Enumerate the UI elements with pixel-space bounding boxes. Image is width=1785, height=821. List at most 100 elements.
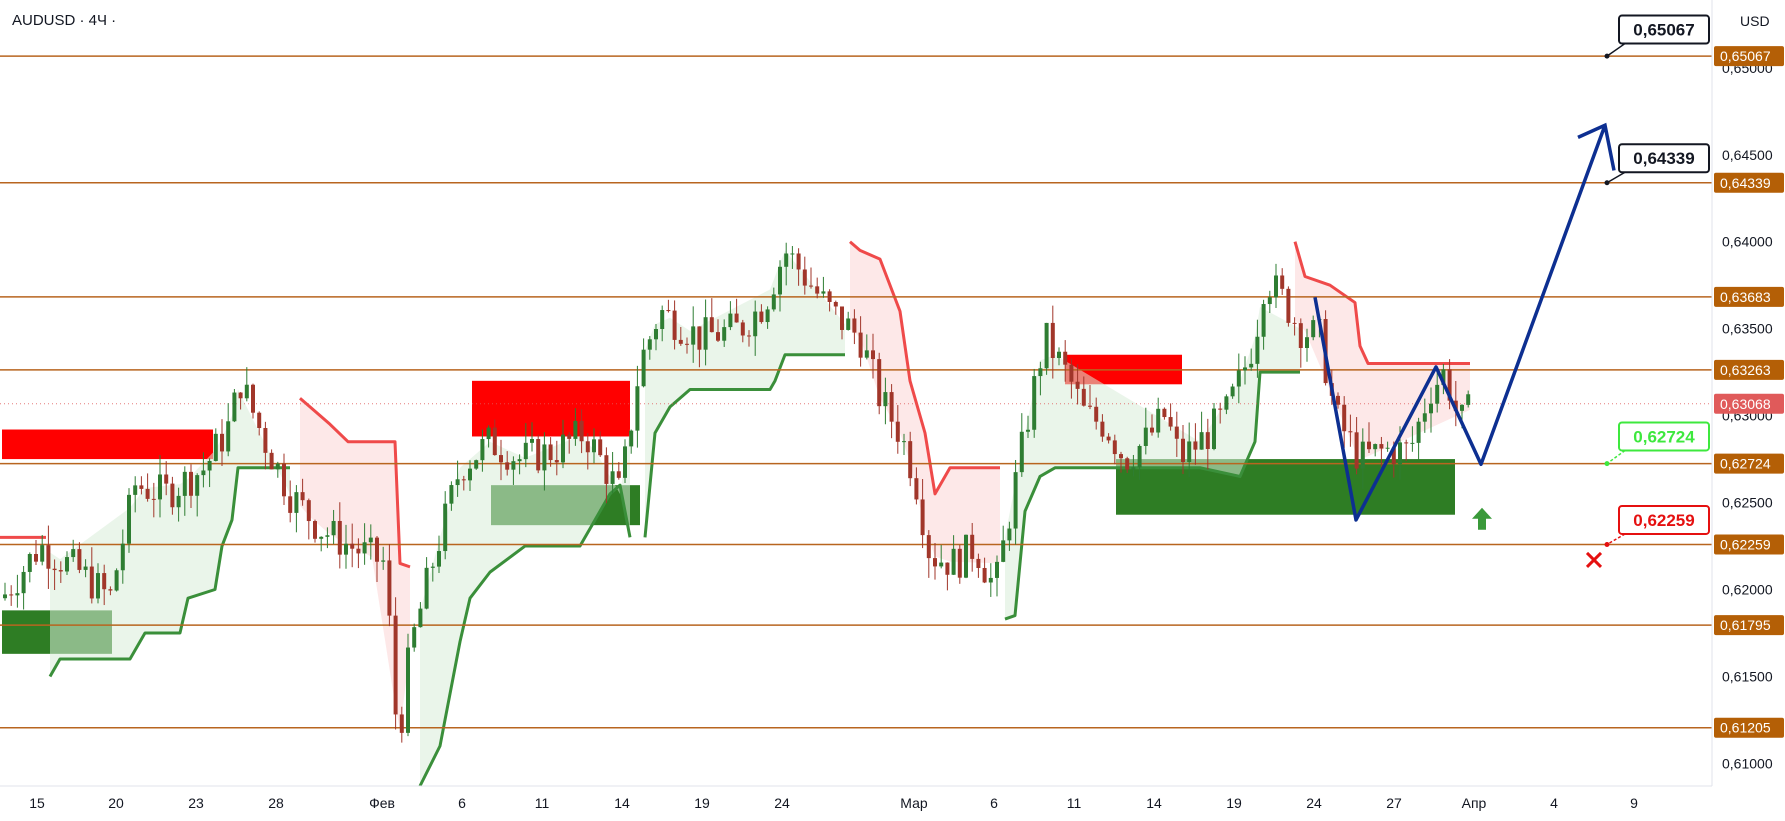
candle-body [840,306,844,330]
candle-body [784,253,789,267]
candle-body [1100,421,1105,437]
candle-body [406,647,410,733]
candle-body [1249,363,1254,368]
supertrend-down-line [849,240,1000,496]
x-tick-label: 11 [1067,795,1082,811]
level-price-tag [1714,46,1784,67]
candle-body [164,474,169,484]
candle-body [517,459,522,462]
level-price-tag-label: 0,62724 [1720,456,1771,472]
candle-body [697,326,702,350]
candle-body [1466,394,1471,405]
candle-body [982,567,987,583]
candle-body [27,554,32,572]
candle-body [871,350,875,360]
candle-body [951,548,956,575]
candle-body [1261,304,1266,337]
time-axis[interactable]: 15 20 23 28 Фев 6 11 14 19 24 Мар 6 11 14 19 24 27 Апр 4 9 [29,795,1638,811]
price-axis[interactable]: 0,650000,645000,640000,635000,630000,625… [1722,60,1773,772]
candle-body [1373,444,1378,450]
candle-body [468,468,472,481]
y-tick-label: 0,63500 [1722,321,1773,337]
candle-body [1348,431,1353,433]
x-tick-label: 4 [1550,795,1558,811]
candle-body [1404,442,1409,444]
callout-anchor-dot [1604,461,1610,467]
candle-body [313,521,317,539]
candle-body [542,444,547,471]
candle-body [1398,442,1402,465]
candle-body [585,441,590,453]
x-tick-label: 19 [1226,795,1242,811]
candle-body [988,577,993,583]
level-price-tag [1714,453,1784,474]
candle-body [306,500,311,522]
candle-body [747,335,751,337]
candle-body [1429,403,1433,414]
level-price-tag [1714,172,1784,193]
candle-body [809,285,813,287]
candle-body [1336,395,1340,405]
candle-body [623,446,627,478]
candle-body [1360,441,1365,469]
candle-body [257,412,262,429]
candle-body [1298,323,1303,349]
callout-label: 0,65067 [1633,21,1694,40]
supertrend-up-line-fill [50,389,290,677]
candle-body [883,392,888,407]
x-tick-label: 27 [1386,795,1402,811]
current-price-tag [1714,393,1784,414]
callout-box [1618,504,1710,535]
candle-body [337,520,342,555]
candle-body [1162,408,1167,418]
callout-pointer [1606,533,1626,546]
x-tick-label: 24 [1306,795,1322,811]
candle-body [1286,288,1291,323]
candle-body [151,498,156,500]
symbol-title: AUDUSD · 4Ч · [12,12,117,29]
candle-body [722,327,727,341]
candle-body [511,461,516,470]
candle-body [505,462,510,470]
currency-label: USD [1740,13,1770,29]
candle-body [207,460,212,471]
candle-body [536,439,541,471]
candle-body [895,421,900,442]
candle-body [114,570,119,591]
callout-anchor-dot [1604,53,1610,59]
candle-body [1131,467,1136,470]
x-tick-label: 15 [29,795,45,811]
candle-body [1001,540,1006,562]
x-tick-label: Фев [369,795,395,811]
candle-body [914,478,919,500]
candle-body [1460,404,1464,411]
candle-body [1199,432,1204,450]
candle-body [629,430,634,447]
y-tick-label: 0,64000 [1722,234,1773,250]
candle-body [300,492,305,501]
x-tick-label: 11 [535,795,550,811]
candle-body [65,557,69,572]
candle-body [244,384,249,399]
candle-body [1280,275,1285,289]
level-price-tag [1714,615,1784,636]
candle-body [1013,472,1018,529]
candle-body [1255,336,1260,364]
y-tick-label: 0,61500 [1722,668,1773,684]
x-tick-label: 14 [614,795,630,811]
candle-body [753,311,758,337]
candle-body [654,329,658,340]
candle-body [238,392,243,399]
candle-body [759,311,764,323]
candle-body [145,488,150,499]
candle-body [120,543,125,571]
candle-body [499,455,503,463]
x-tick-label: 23 [188,795,204,811]
candle-body [716,332,720,341]
supertrend-up-line-fill [645,250,845,538]
x-tick-label: 19 [694,795,710,811]
candle-body [1063,351,1068,365]
candle-body [1416,421,1421,443]
callout-label: 0,62724 [1633,427,1695,446]
